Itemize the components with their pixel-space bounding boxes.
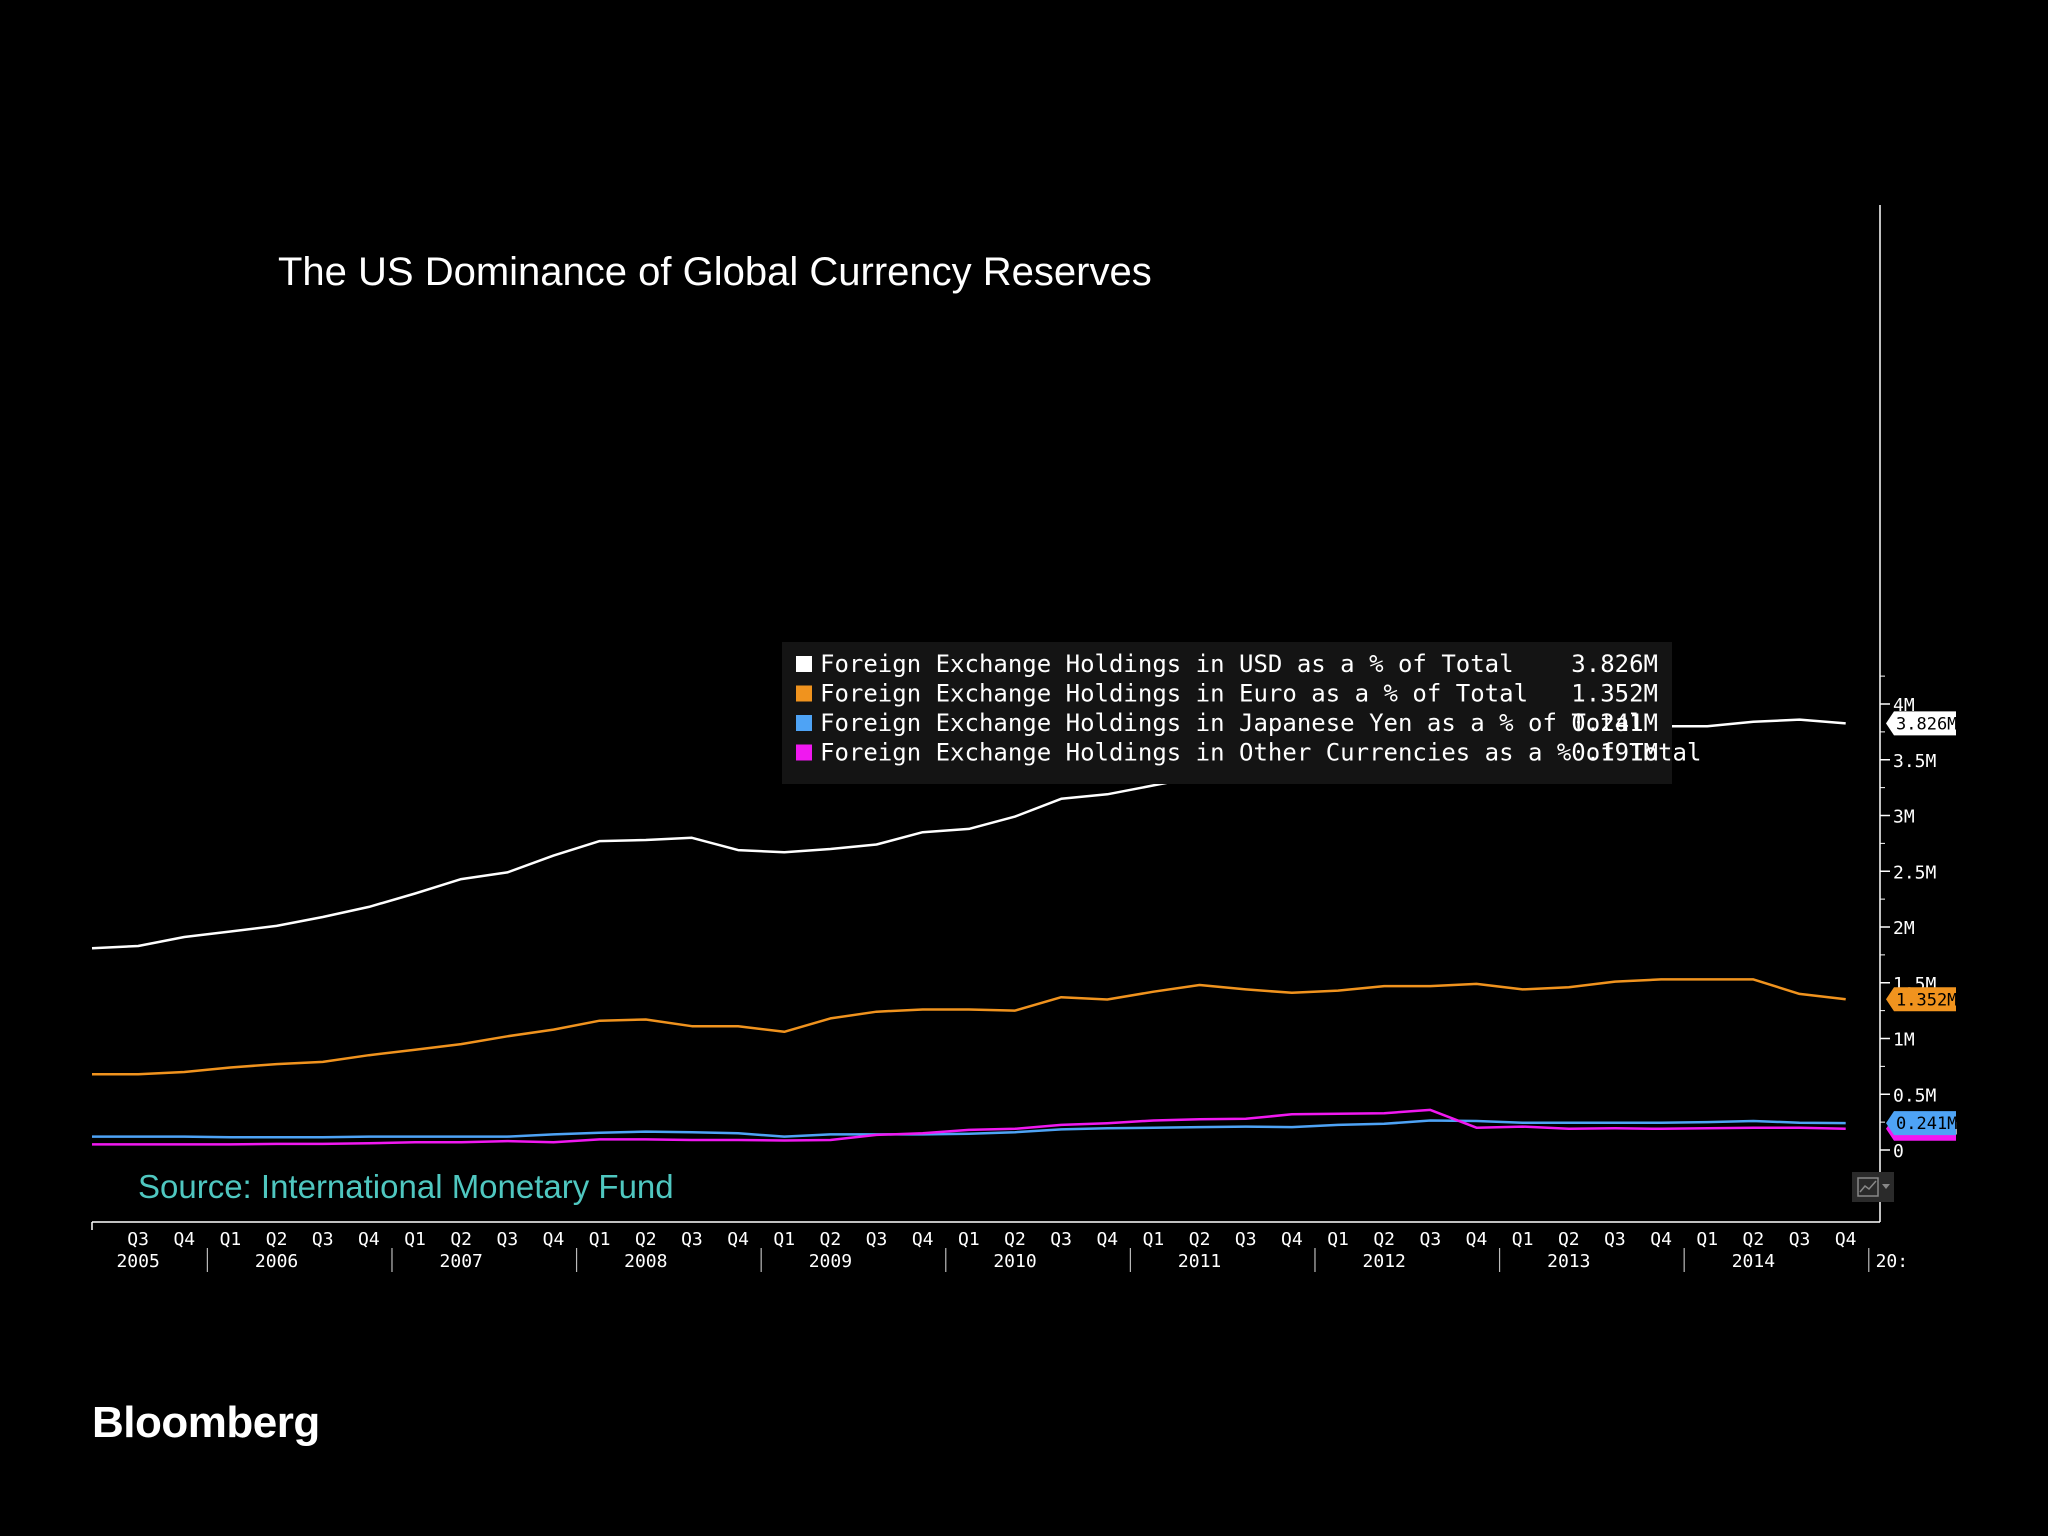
x-tick-label: Q1 — [404, 1229, 426, 1250]
x-tick-label: Q4 — [358, 1229, 380, 1250]
x-tick-label: Q2 — [266, 1229, 288, 1250]
x-tick-label: Q3 — [497, 1229, 519, 1250]
source-note: Source: International Monetary Fund — [138, 1168, 674, 1205]
x-tick-label: Q4 — [912, 1229, 934, 1250]
x-tick-label: Q4 — [727, 1229, 749, 1250]
y-tick-label: 3M — [1893, 807, 1915, 828]
x-tick-label: Q1 — [220, 1229, 242, 1250]
series-end-label-box — [1886, 987, 1956, 1012]
y-tick-label: 2M — [1893, 918, 1915, 939]
x-year-label: 20: — [1876, 1251, 1909, 1272]
x-tick-label: Q4 — [1835, 1229, 1857, 1250]
legend-label: Foreign Exchange Holdings in USD as a % … — [820, 650, 1514, 678]
x-tick-label: Q4 — [1096, 1229, 1118, 1250]
x-year-label: 2011 — [1178, 1251, 1221, 1272]
x-tick-label: Q3 — [1789, 1229, 1811, 1250]
x-tick-label: Q3 — [1050, 1229, 1072, 1250]
legend-label: Foreign Exchange Holdings in Other Curre… — [820, 739, 1701, 767]
x-tick-label: Q4 — [543, 1229, 565, 1250]
x-year-label: 2009 — [809, 1251, 852, 1272]
x-tick-label: Q1 — [1143, 1229, 1165, 1250]
x-tick-label: Q2 — [450, 1229, 472, 1250]
series-end-label: 0.241M — [1896, 1114, 1957, 1134]
legend-box — [782, 642, 1672, 784]
x-tick-label: Q1 — [1327, 1229, 1349, 1250]
legend-value: 1.352M — [1571, 680, 1658, 708]
x-tick-label: Q3 — [866, 1229, 888, 1250]
x-tick-label: Q2 — [635, 1229, 657, 1250]
x-tick-label: Q2 — [820, 1229, 842, 1250]
x-year-label: 2010 — [993, 1251, 1036, 1272]
x-tick-label: Q1 — [1696, 1229, 1718, 1250]
x-tick-label: Q4 — [173, 1229, 195, 1250]
x-year-label: 2012 — [1363, 1251, 1406, 1272]
x-tick-label: Q2 — [1373, 1229, 1395, 1250]
x-year-label: 2006 — [255, 1251, 298, 1272]
x-tick-label: Q1 — [589, 1229, 611, 1250]
bloomberg-logo: Bloomberg — [92, 1398, 320, 1447]
series-end-label: 1.352M — [1896, 990, 1957, 1010]
x-year-label: 2007 — [440, 1251, 483, 1272]
legend: Foreign Exchange Holdings in USD as a % … — [782, 642, 1701, 784]
x-tick-label: Q3 — [127, 1229, 149, 1250]
legend-value: 3.826M — [1571, 650, 1658, 678]
x-year-label: 2014 — [1732, 1251, 1775, 1272]
y-tick-label: 0.5M — [1893, 1085, 1937, 1106]
x-tick-label: Q2 — [1189, 1229, 1211, 1250]
x-year-label: 2005 — [116, 1251, 159, 1272]
x-tick-label: Q4 — [1281, 1229, 1303, 1250]
x-tick-label: Q1 — [1512, 1229, 1534, 1250]
y-tick-label: 3.5M — [1893, 751, 1937, 772]
x-year-label: 2013 — [1547, 1251, 1590, 1272]
x-tick-label: Q3 — [681, 1229, 703, 1250]
x-tick-label: Q1 — [773, 1229, 795, 1250]
x-tick-label: Q3 — [1235, 1229, 1257, 1250]
x-tick-label: Q4 — [1466, 1229, 1488, 1250]
x-tick-label: Q3 — [312, 1229, 334, 1250]
series-end-label-box — [1886, 1111, 1956, 1136]
y-tick-label: 2.5M — [1893, 862, 1937, 883]
x-tick-label: Q2 — [1743, 1229, 1765, 1250]
legend-label: Foreign Exchange Holdings in Japanese Ye… — [820, 709, 1644, 737]
x-tick-label: Q1 — [958, 1229, 980, 1250]
legend-value: 0.191M — [1571, 739, 1658, 767]
x-tick-label: Q3 — [1420, 1229, 1442, 1250]
series-end-label: 3.826M — [1896, 714, 1957, 734]
series-line — [92, 978, 1846, 1076]
chart-title: The US Dominance of Global Currency Rese… — [278, 250, 1152, 294]
x-year-label: 2008 — [624, 1251, 667, 1272]
y-tick-label: 4M — [1893, 695, 1915, 716]
x-tick-label: Q2 — [1004, 1229, 1026, 1250]
legend-swatch — [796, 685, 812, 702]
x-tick-label: Q3 — [1604, 1229, 1626, 1250]
series-line — [92, 1119, 1846, 1139]
x-tick-label: Q2 — [1558, 1229, 1580, 1250]
series-line — [92, 1108, 1846, 1146]
legend-value: 0.241M — [1571, 709, 1658, 737]
y-tick-label: 1M — [1893, 1030, 1915, 1051]
x-tick-label: Q4 — [1650, 1229, 1672, 1250]
legend-swatch — [796, 715, 812, 731]
chart-settings-icon[interactable] — [1852, 1172, 1894, 1202]
legend-label: Foreign Exchange Holdings in Euro as a %… — [820, 680, 1528, 708]
series-end-label-box — [1886, 711, 1956, 736]
y-tick-label: 0 — [1893, 1141, 1904, 1162]
legend-swatch — [796, 656, 812, 672]
legend-swatch — [796, 744, 812, 761]
